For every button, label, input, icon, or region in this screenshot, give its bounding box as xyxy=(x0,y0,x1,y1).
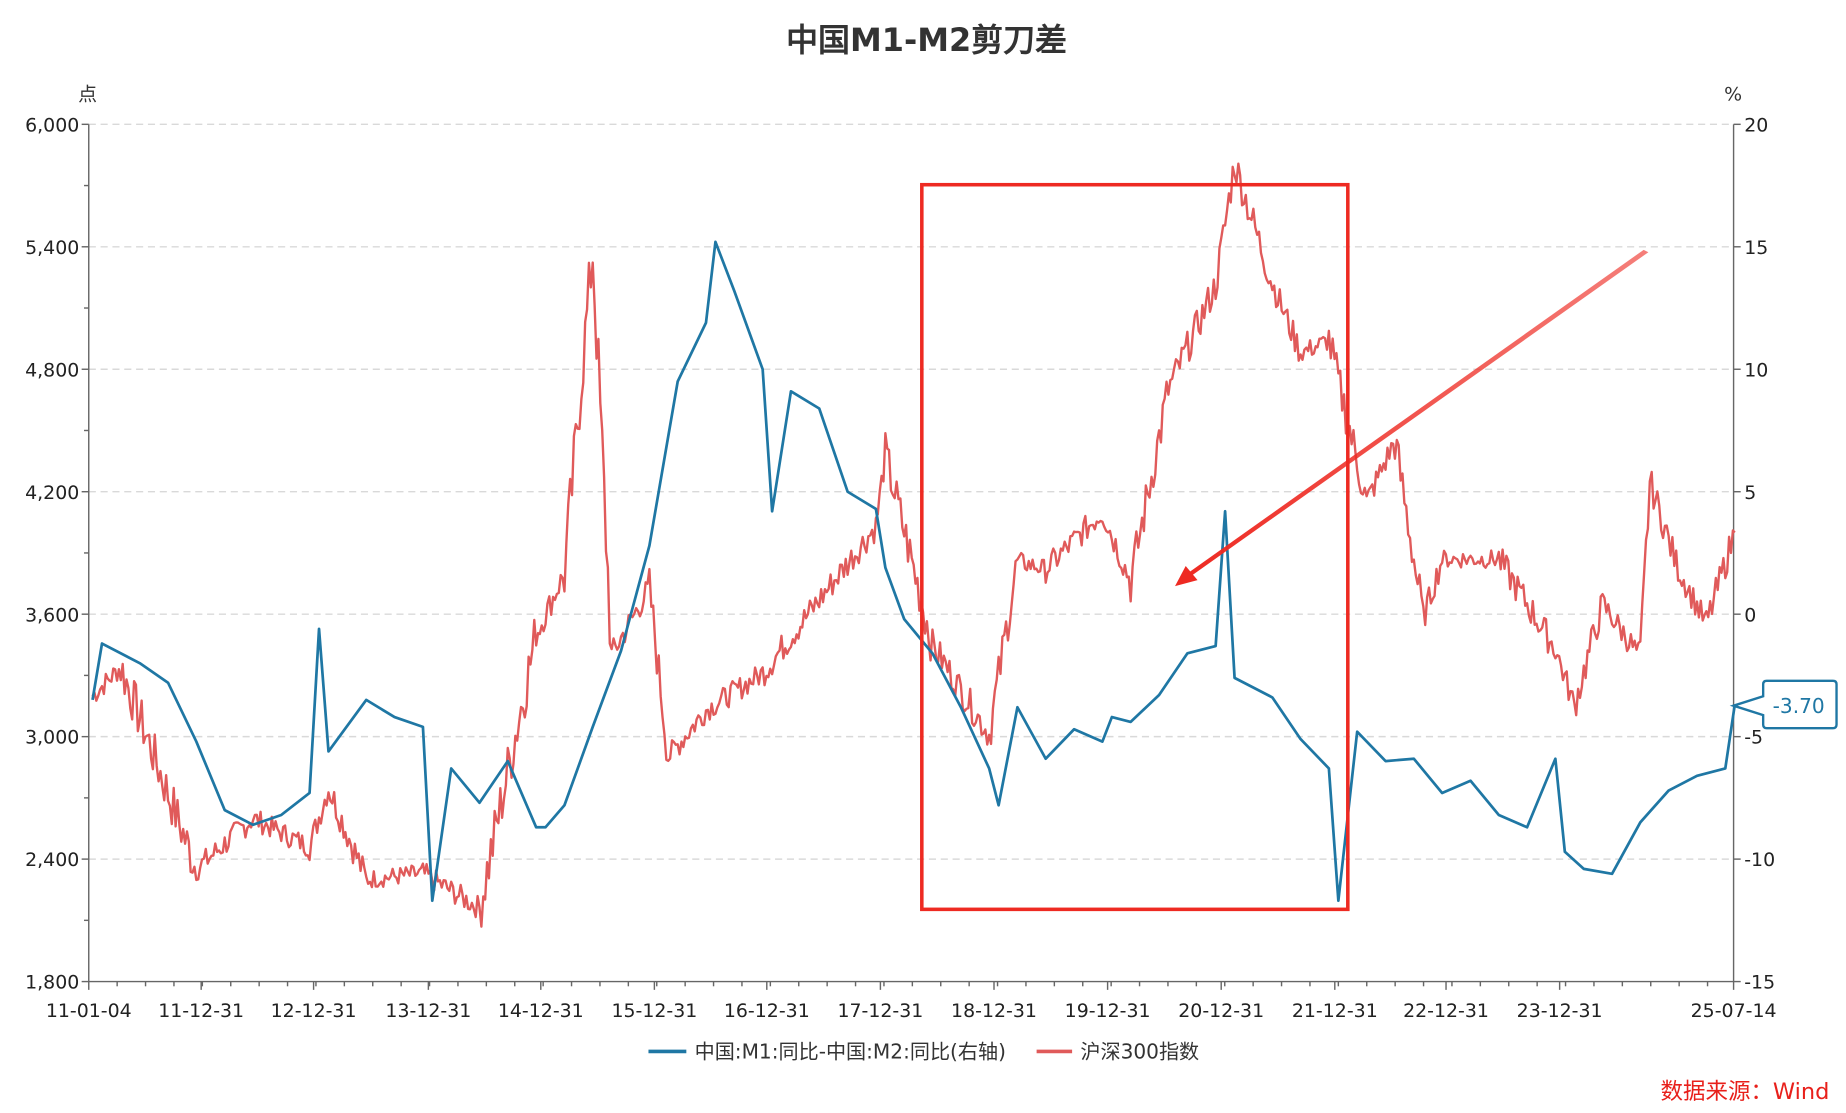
svg-text:-10: -10 xyxy=(1744,849,1775,871)
svg-text:19-12-31: 19-12-31 xyxy=(1065,1000,1151,1022)
svg-text:25-07-14: 25-07-14 xyxy=(1691,1000,1777,1022)
svg-text:13-12-31: 13-12-31 xyxy=(385,1000,471,1022)
svg-text:5,400: 5,400 xyxy=(25,237,79,259)
svg-text:18-12-31: 18-12-31 xyxy=(951,1000,1037,1022)
svg-text:23-12-31: 23-12-31 xyxy=(1517,1000,1603,1022)
data-source: 数据来源：Wind xyxy=(1661,1079,1830,1105)
m1m2-spread-line xyxy=(91,240,1737,903)
svg-text:15: 15 xyxy=(1744,237,1768,259)
svg-text:10: 10 xyxy=(1744,359,1768,381)
svg-text:4,200: 4,200 xyxy=(25,482,79,504)
svg-text:14-12-31: 14-12-31 xyxy=(498,1000,584,1022)
svg-text:17-12-31: 17-12-31 xyxy=(837,1000,923,1022)
hs300-line xyxy=(91,162,1736,928)
gridlines xyxy=(88,123,1734,860)
right-axis: 20 15 10 5 0 -5 -10 -15 xyxy=(1732,114,1775,994)
svg-text:20: 20 xyxy=(1744,114,1768,136)
chart-title: 中国M1-M2剪刀差 xyxy=(786,21,1067,59)
legend: 中国:M1:同比-中国:M2:同比(右轴) 沪深300指数 xyxy=(648,1040,1199,1064)
svg-text:12-12-31: 12-12-31 xyxy=(271,1000,357,1022)
highlight-box xyxy=(920,182,1350,912)
svg-text:20-12-31: 20-12-31 xyxy=(1178,1000,1264,1022)
svg-text:15-12-31: 15-12-31 xyxy=(611,1000,697,1022)
x-axis: 11-01-04 11-12-31 12-12-31 13-12-31 14-12-31… xyxy=(46,980,1777,1022)
svg-text:-15: -15 xyxy=(1744,972,1775,994)
svg-text:2,400: 2,400 xyxy=(25,849,79,871)
svg-text:4,800: 4,800 xyxy=(25,359,79,381)
svg-text:21-12-31: 21-12-31 xyxy=(1292,1000,1378,1022)
arrow-annotation xyxy=(1175,249,1649,587)
svg-text:0: 0 xyxy=(1744,604,1756,626)
svg-text:5: 5 xyxy=(1744,482,1756,504)
last-value-callout: -3.70 xyxy=(1729,679,1838,730)
svg-text:11-01-04: 11-01-04 xyxy=(46,1000,132,1022)
svg-text:3,000: 3,000 xyxy=(25,727,79,749)
right-axis-unit: % xyxy=(1724,84,1742,106)
svg-text:3,600: 3,600 xyxy=(25,604,79,626)
svg-text:6,000: 6,000 xyxy=(25,114,79,136)
legend-item-hs300[interactable]: 沪深300指数 xyxy=(1080,1040,1199,1064)
svg-text:-5: -5 xyxy=(1744,727,1763,749)
legend-item-m1m2[interactable]: 中国:M1:同比-中国:M2:同比(右轴) xyxy=(695,1040,1006,1064)
last-value-label: -3.70 xyxy=(1773,694,1825,718)
left-axis-unit: 点 xyxy=(78,84,97,106)
svg-text:1,800: 1,800 xyxy=(25,972,79,994)
svg-text:22-12-31: 22-12-31 xyxy=(1403,1000,1489,1022)
svg-text:16-12-31: 16-12-31 xyxy=(724,1000,810,1022)
left-axis: 6,000 5,400 4,800 4,200 3,600 3,000 2,400 1,800 xyxy=(25,114,90,994)
svg-text:11-12-31: 11-12-31 xyxy=(158,1000,244,1022)
